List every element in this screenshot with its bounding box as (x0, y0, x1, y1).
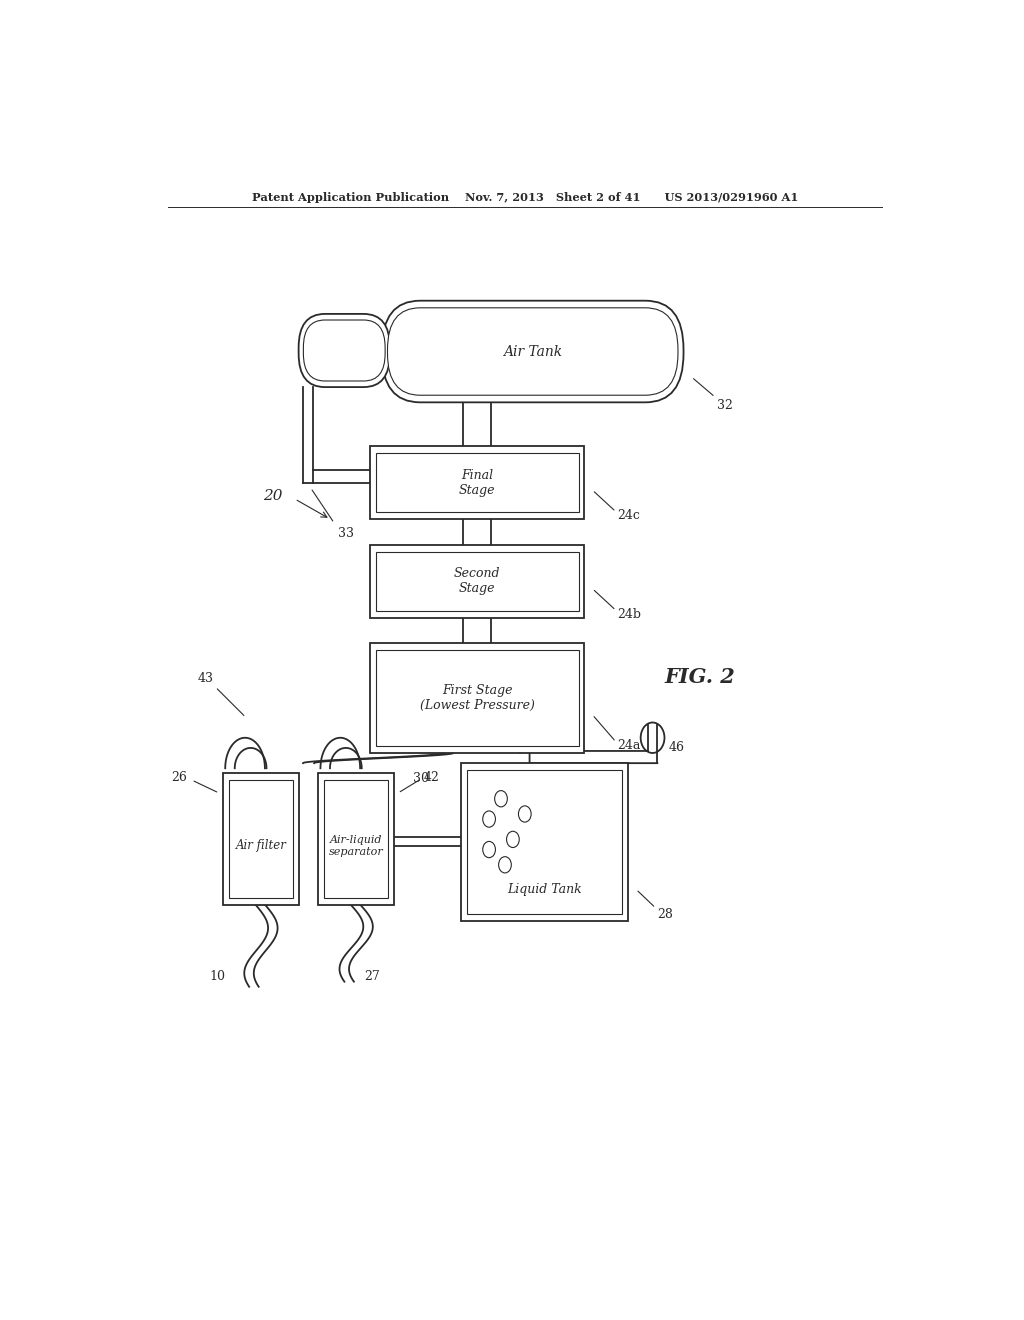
Text: 46: 46 (669, 742, 684, 755)
Text: First Stage
(Lowest Pressure): First Stage (Lowest Pressure) (420, 684, 535, 711)
FancyBboxPatch shape (299, 314, 390, 387)
FancyBboxPatch shape (376, 453, 579, 512)
FancyBboxPatch shape (228, 780, 293, 899)
Text: 10: 10 (209, 970, 225, 983)
Text: 24a: 24a (617, 739, 641, 752)
Text: 30: 30 (414, 772, 429, 785)
Text: Air Tank: Air Tank (503, 345, 562, 359)
FancyBboxPatch shape (461, 763, 628, 921)
Text: Air-liquid
separator: Air-liquid separator (329, 836, 384, 857)
Text: 20: 20 (263, 488, 283, 503)
Text: 43: 43 (198, 672, 214, 685)
FancyBboxPatch shape (467, 771, 623, 913)
Text: 24b: 24b (617, 607, 642, 620)
FancyBboxPatch shape (387, 308, 678, 395)
Text: 31: 31 (561, 803, 578, 816)
Text: 24c: 24c (617, 510, 641, 523)
Text: 28: 28 (657, 908, 673, 921)
Text: 26: 26 (172, 771, 187, 784)
Text: Air filter: Air filter (236, 840, 287, 853)
FancyBboxPatch shape (223, 774, 299, 906)
FancyBboxPatch shape (324, 780, 388, 899)
FancyBboxPatch shape (376, 552, 579, 611)
FancyBboxPatch shape (318, 774, 394, 906)
Text: FIG. 2: FIG. 2 (664, 667, 735, 686)
FancyBboxPatch shape (370, 643, 585, 752)
Text: Final
Stage: Final Stage (459, 469, 496, 496)
Text: 27: 27 (365, 970, 380, 983)
FancyBboxPatch shape (303, 319, 385, 381)
FancyBboxPatch shape (376, 651, 579, 746)
Text: 33: 33 (338, 527, 354, 540)
Text: Liquid Tank: Liquid Tank (507, 883, 582, 896)
Text: Second
Stage: Second Stage (454, 568, 501, 595)
FancyBboxPatch shape (370, 545, 585, 618)
Text: Patent Application Publication    Nov. 7, 2013   Sheet 2 of 41      US 2013/0291: Patent Application Publication Nov. 7, 2… (252, 191, 798, 202)
Text: 42: 42 (423, 771, 439, 784)
FancyBboxPatch shape (382, 301, 684, 403)
Text: 32: 32 (717, 399, 733, 412)
FancyBboxPatch shape (370, 446, 585, 519)
